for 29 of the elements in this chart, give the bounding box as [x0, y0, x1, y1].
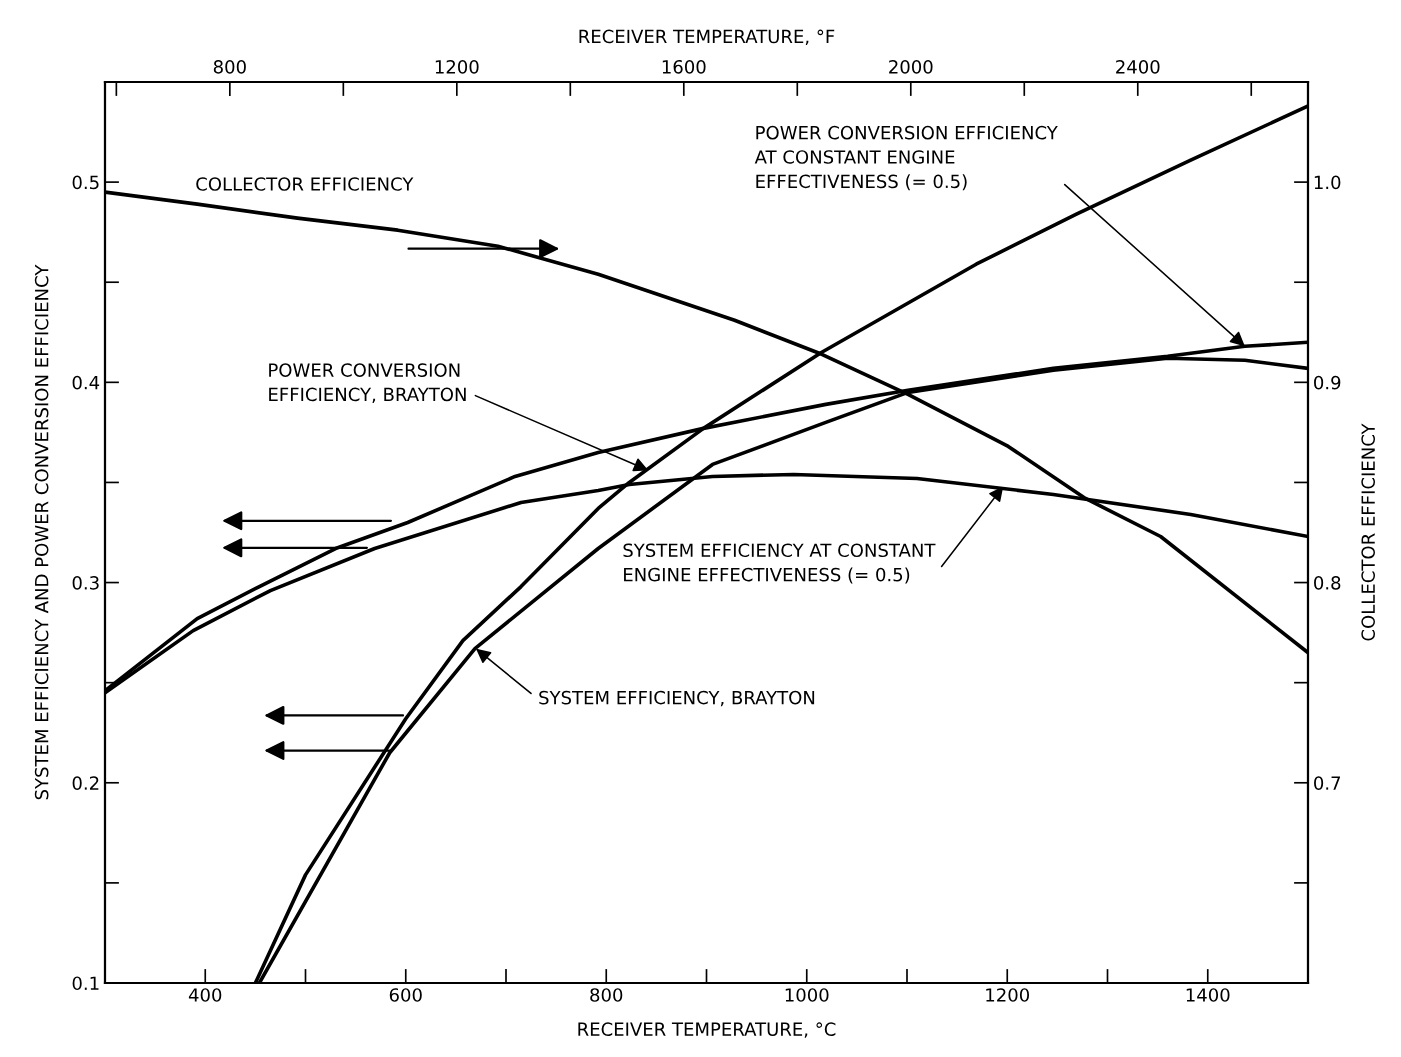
annotation: SYSTEM EFFICIENCY AT CONSTANT ENGINE EFFECTIVENESS (= 0.5) — [623, 543, 936, 584]
x-tick-label: 400 — [188, 988, 222, 1002]
y-tick-label: 0.2 — [72, 776, 99, 790]
x2-tick-label: 2400 — [1116, 59, 1160, 74]
y-tick-label: 0.1 — [72, 976, 99, 991]
annotation: POWER CONVERSION EFFICIENCY AT CONSTANT ENGINE EFFECTIVENESS (= 0.5) — [754, 125, 1058, 191]
annotation: POWER CONVERSION EFFICIENCY, BRAYTON — [269, 363, 466, 404]
x2-axis-title: RECEIVER TEMPERATURE, °F — [579, 29, 835, 46]
annotation: SYSTEM EFFICIENCY, BRAYTON — [539, 690, 815, 707]
x-tick-label: 1400 — [1186, 988, 1230, 1002]
y-axis-title: SYSTEM EFFICIENCY AND POWER CONVERSION EFFICIENCY — [34, 264, 49, 800]
x-axis-title: RECEIVER TEMPERATURE, °C — [578, 1022, 836, 1038]
x2-tick-label: 1600 — [662, 59, 706, 74]
y2-tick-label: 1.0 — [1314, 175, 1341, 190]
y-tick-label: 0.4 — [72, 375, 100, 390]
y2-tick-label: 0.8 — [1314, 576, 1341, 590]
y2-tick-label: 0.7 — [1314, 776, 1341, 790]
y-tick-label: 0.3 — [72, 576, 99, 590]
x-tick-label: 600 — [389, 988, 422, 1002]
y2-axis-title: COLLECTOR EFFICIENCY — [1361, 423, 1375, 641]
x2-tick-label: 800 — [213, 59, 246, 74]
x2-tick-label: 2000 — [889, 59, 933, 74]
y-tick-label: 0.5 — [72, 175, 99, 190]
x-tick-label: 800 — [590, 988, 623, 1002]
annotation: COLLECTOR EFFICIENCY — [196, 177, 414, 191]
y2-tick-label: 0.9 — [1314, 375, 1341, 390]
x-tick-label: 1000 — [785, 988, 829, 1002]
x-tick-label: 1200 — [986, 988, 1030, 1002]
x2-tick-label: 1200 — [435, 59, 479, 74]
